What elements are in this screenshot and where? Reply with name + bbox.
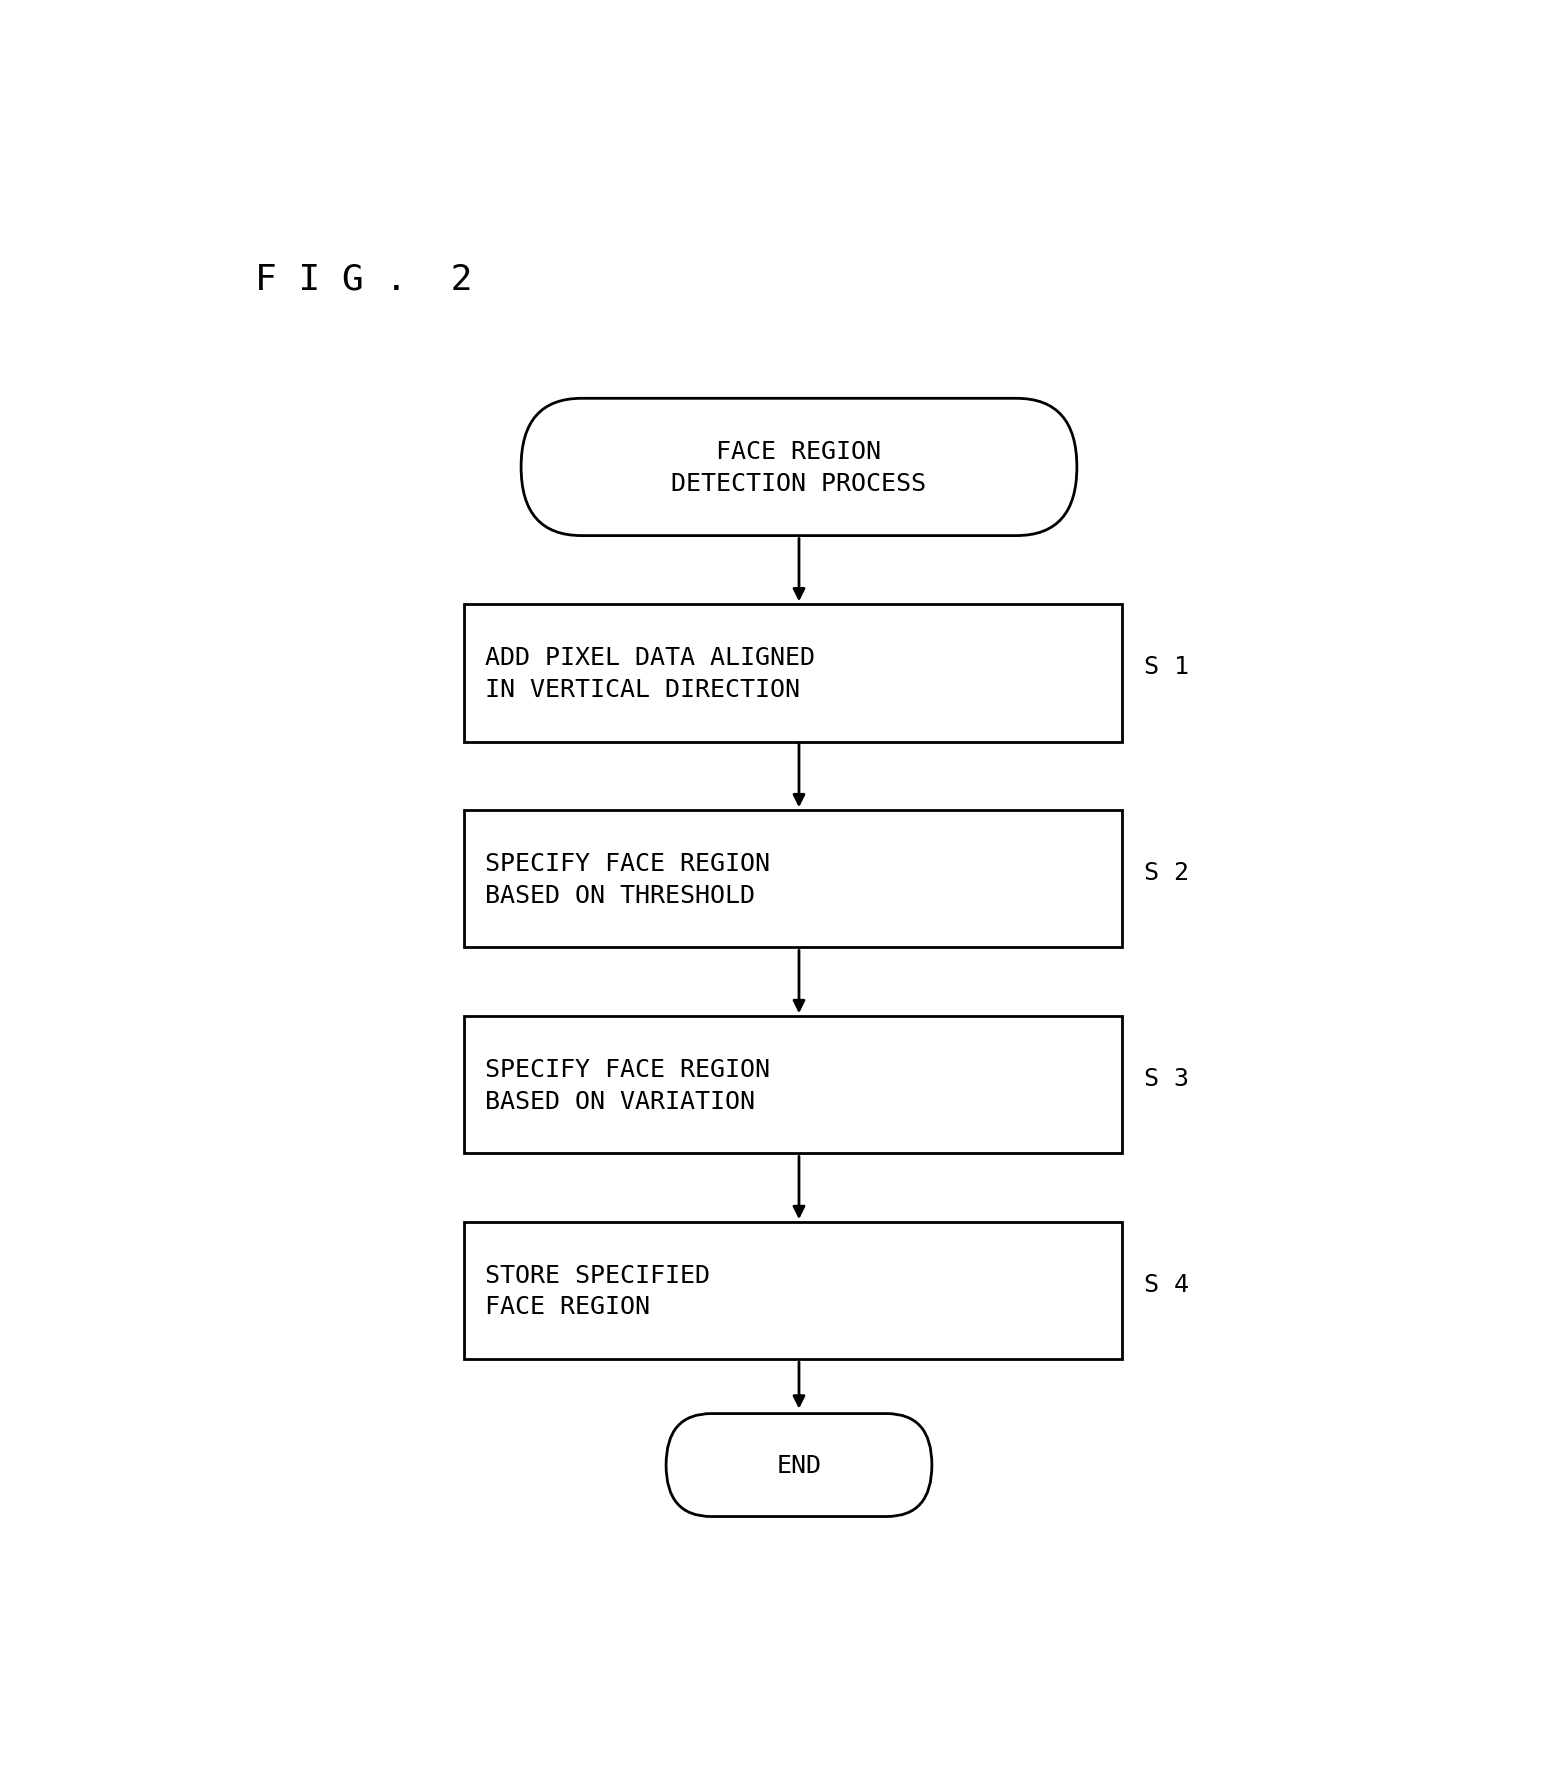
FancyBboxPatch shape — [521, 399, 1077, 536]
Text: S 2: S 2 — [1144, 861, 1190, 884]
Text: STORE SPECIFIED
FACE REGION: STORE SPECIFIED FACE REGION — [485, 1263, 711, 1319]
Text: S 4: S 4 — [1144, 1272, 1190, 1296]
Text: FACE REGION
DETECTION PROCESS: FACE REGION DETECTION PROCESS — [672, 440, 926, 495]
Text: S 3: S 3 — [1144, 1066, 1190, 1091]
Text: F I G .  2: F I G . 2 — [256, 262, 472, 296]
FancyBboxPatch shape — [463, 604, 1122, 741]
FancyBboxPatch shape — [463, 811, 1122, 948]
Text: S 1: S 1 — [1144, 654, 1190, 679]
Text: END: END — [776, 1454, 822, 1477]
FancyBboxPatch shape — [666, 1413, 932, 1516]
FancyBboxPatch shape — [463, 1222, 1122, 1360]
Text: SPECIFY FACE REGION
BASED ON THRESHOLD: SPECIFY FACE REGION BASED ON THRESHOLD — [485, 852, 770, 907]
Text: SPECIFY FACE REGION
BASED ON VARIATION: SPECIFY FACE REGION BASED ON VARIATION — [485, 1057, 770, 1114]
Text: ADD PIXEL DATA ALIGNED
IN VERTICAL DIRECTION: ADD PIXEL DATA ALIGNED IN VERTICAL DIREC… — [485, 645, 815, 702]
FancyBboxPatch shape — [463, 1016, 1122, 1153]
